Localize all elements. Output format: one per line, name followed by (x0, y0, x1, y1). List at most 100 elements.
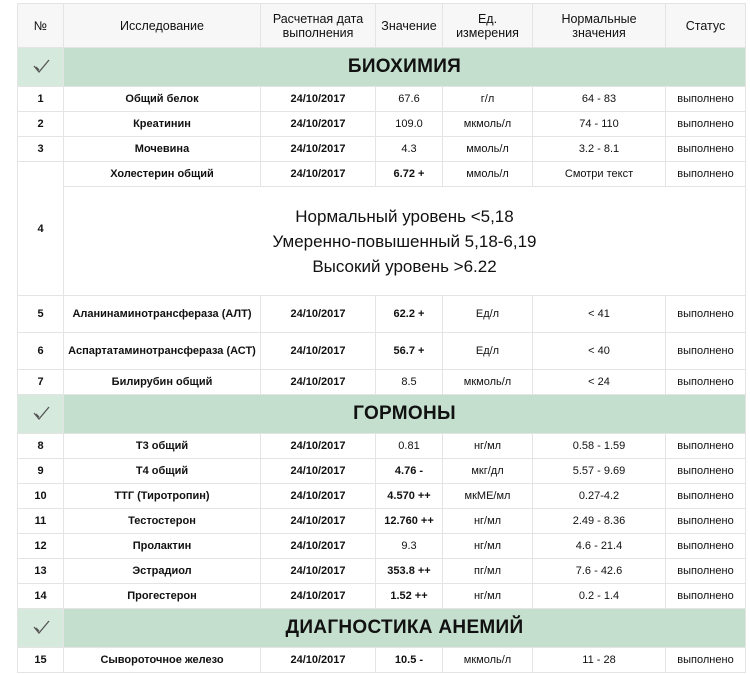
status: выполнено (665, 111, 746, 137)
row-number: 6 (17, 332, 64, 370)
section-icon (17, 394, 64, 434)
row-number: 8 (17, 433, 64, 459)
date: 24/10/2017 (260, 433, 376, 459)
status: выполнено (665, 433, 746, 459)
unit: мкМЕ/мл (442, 483, 533, 509)
test-name: Прогестерон (63, 583, 261, 609)
result-row: 5 Аланинаминотрансфераза (АЛТ) 24/10/2017 6… (17, 295, 746, 333)
unit: мкг/дл (442, 458, 533, 484)
value: 6.72 + (375, 161, 443, 187)
normal-range: 74 - 110 (532, 111, 666, 137)
header-cell: Значение (375, 3, 443, 48)
result-row: 1 Общий белок 24/10/2017 67.6 г/л 64 - 83 выпо… (17, 86, 746, 112)
test-name: Мочевина (63, 136, 261, 162)
test-name: Т4 общий (63, 458, 261, 484)
value: 4.570 ++ (375, 483, 443, 509)
normal-range: < 41 (532, 295, 666, 333)
value: 56.7 + (375, 332, 443, 370)
result-row: 11 Тестостерон 24/10/2017 12.760 ++ нг/мл 2.4… (17, 508, 746, 534)
date: 24/10/2017 (260, 483, 376, 509)
section-icon (17, 47, 64, 87)
date: 24/10/2017 (260, 136, 376, 162)
unit: нг/мл (442, 583, 533, 609)
row-number: 3 (17, 136, 64, 162)
result-row: 8 Т3 общий 24/10/2017 0.81 нг/мл 0.58 - 1.59 в… (17, 433, 746, 459)
normal-range: 5.57 - 9.69 (532, 458, 666, 484)
row-number: 11 (17, 508, 64, 534)
value: 109.0 (375, 111, 443, 137)
normal-range: Смотри текст (532, 161, 666, 187)
header-cell: Нормальные значения (532, 3, 666, 48)
date: 24/10/2017 (260, 647, 376, 673)
row-number: 4 (17, 161, 64, 296)
result-row: 4 Холестерин общий 24/10/2017 6.72 + ммоль/л… (17, 161, 746, 296)
test-name: Общий белок (63, 86, 261, 112)
section-row: ДИАГНОСТИКА АНЕМИЙ (17, 608, 746, 648)
status: выполнено (665, 558, 746, 584)
status: выполнено (665, 458, 746, 484)
result-row: 9 Т4 общий 24/10/2017 4.76 - мкг/дл 5.57 - 9.… (17, 458, 746, 484)
note-line: Умеренно-повышенный 5,18-6,19 (272, 231, 537, 251)
value: 4.76 - (375, 458, 443, 484)
section-title: ГОРМОНЫ (63, 394, 746, 434)
value: 353.8 ++ (375, 558, 443, 584)
note-row: Нормальный уровень <5,18 Умеренно-повышен… (18, 186, 746, 296)
note: Нормальный уровень <5,18 Умеренно-повышен… (63, 186, 746, 296)
check-icon (33, 406, 49, 420)
check-icon (33, 620, 49, 634)
header-cell: Статус (665, 3, 746, 48)
normal-range: 3.2 - 8.1 (532, 136, 666, 162)
section-title: БИОХИМИЯ (63, 47, 746, 87)
result-row: 3 Мочевина 24/10/2017 4.3 ммоль/л 3.2 - 8.1 вы… (17, 136, 746, 162)
note-line: Высокий уровень >6.22 (312, 256, 497, 276)
row-number: 5 (17, 295, 64, 333)
result-row: 15 Сывороточное железо 24/10/2017 10.5 - мкм… (17, 647, 746, 673)
header-cell: Ед. измерения (442, 3, 533, 48)
header-cell: Исследование (63, 3, 261, 48)
status: выполнено (665, 508, 746, 534)
test-name: ТТГ (Тиротропин) (63, 483, 261, 509)
normal-range: < 24 (532, 369, 666, 395)
value: 0.81 (375, 433, 443, 459)
unit: ммоль/л (442, 136, 533, 162)
test-name: Пролактин (63, 533, 261, 559)
value: 67.6 (375, 86, 443, 112)
unit: мкмоль/л (442, 111, 533, 137)
test-name: Аспартатаминотрансфераза (АСТ) (63, 332, 261, 370)
date: 24/10/2017 (260, 508, 376, 534)
normal-range: < 40 (532, 332, 666, 370)
value: 12.760 ++ (375, 508, 443, 534)
result-row: 2 Креатинин 24/10/2017 109.0 мкмоль/л 74 - 11… (17, 111, 746, 137)
date: 24/10/2017 (260, 111, 376, 137)
header-cell: Расчетная дата выполнения (260, 3, 376, 48)
date: 24/10/2017 (260, 86, 376, 112)
unit: нг/мл (442, 533, 533, 559)
test-name: Тестостерон (63, 508, 261, 534)
normal-range: 0.27-4.2 (532, 483, 666, 509)
results-table: № Исследование Расчетная дата выполнения Зн… (17, 3, 746, 673)
table-body: БИОХИМИЯ 1 Общий белок 24/10/2017 67.6 г/л 64 … (17, 47, 746, 673)
value: 10.5 - (375, 647, 443, 673)
normal-range: 64 - 83 (532, 86, 666, 112)
status: выполнено (665, 295, 746, 333)
unit: мкмоль/л (442, 369, 533, 395)
test-name: Эстрадиол (63, 558, 261, 584)
date: 24/10/2017 (260, 533, 376, 559)
check-icon (33, 59, 49, 73)
unit: Ед/л (442, 332, 533, 370)
status: выполнено (665, 332, 746, 370)
result-row: 7 Билирубин общий 24/10/2017 8.5 мкмоль/л < 2… (17, 369, 746, 395)
unit: ммоль/л (442, 161, 533, 187)
value: 9.3 (375, 533, 443, 559)
header-row: № Исследование Расчетная дата выполнения Зн… (17, 3, 746, 48)
date: 24/10/2017 (260, 583, 376, 609)
normal-range: 2.49 - 8.36 (532, 508, 666, 534)
date: 24/10/2017 (260, 161, 376, 187)
value: 8.5 (375, 369, 443, 395)
result-row: 10 ТТГ (Тиротропин) 24/10/2017 4.570 ++ мкМЕ… (17, 483, 746, 509)
test-name: Холестерин общий (63, 161, 261, 187)
unit: нг/мл (442, 508, 533, 534)
row-number: 1 (17, 86, 64, 112)
row-number: 9 (17, 458, 64, 484)
status: выполнено (665, 583, 746, 609)
